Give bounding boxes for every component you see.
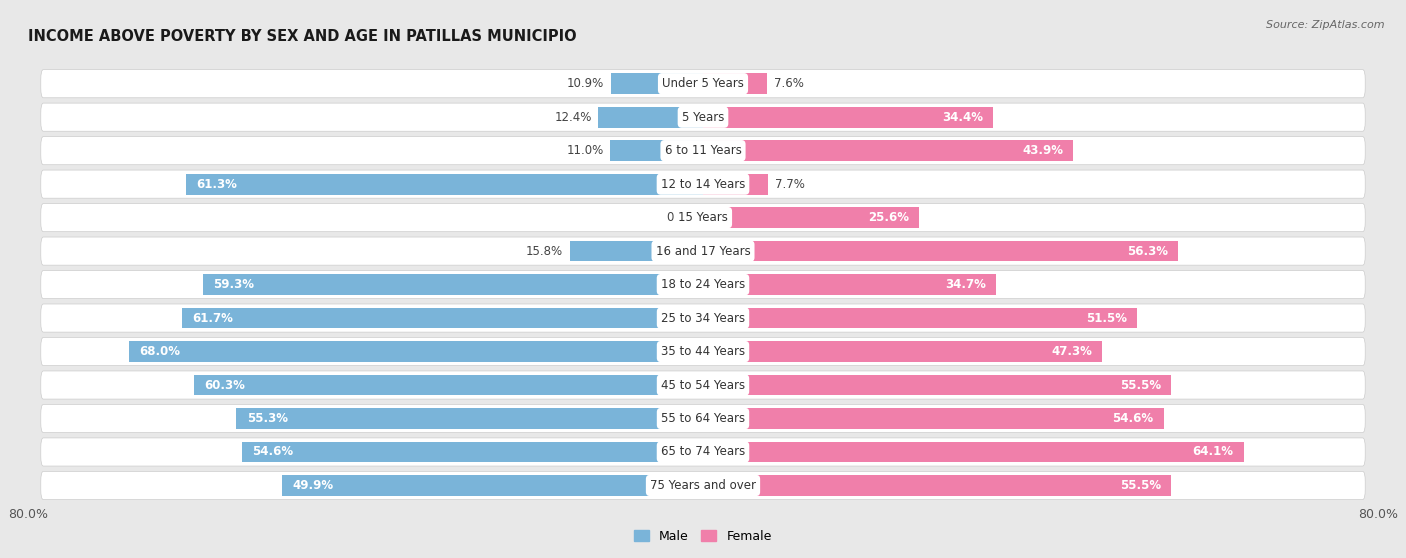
FancyBboxPatch shape <box>41 170 1365 198</box>
Bar <box>242 441 703 463</box>
Text: 11.0%: 11.0% <box>567 144 603 157</box>
Bar <box>703 73 768 94</box>
Text: 56.3%: 56.3% <box>1126 244 1168 258</box>
Text: 7.6%: 7.6% <box>773 77 804 90</box>
Text: 6 to 11 Years: 6 to 11 Years <box>665 144 741 157</box>
Bar <box>186 174 703 195</box>
Bar <box>703 174 768 195</box>
Bar <box>599 107 703 128</box>
Bar <box>703 341 1102 362</box>
Text: 43.9%: 43.9% <box>1022 144 1063 157</box>
Bar <box>569 240 703 262</box>
FancyBboxPatch shape <box>41 371 1365 399</box>
FancyBboxPatch shape <box>41 271 1365 299</box>
FancyBboxPatch shape <box>41 70 1365 98</box>
Text: 55.3%: 55.3% <box>246 412 288 425</box>
Bar <box>612 73 703 94</box>
FancyBboxPatch shape <box>41 204 1365 232</box>
Text: 7.7%: 7.7% <box>775 177 804 191</box>
FancyBboxPatch shape <box>41 137 1365 165</box>
FancyBboxPatch shape <box>41 405 1365 432</box>
Text: 75 Years and over: 75 Years and over <box>650 479 756 492</box>
Bar <box>703 441 1244 463</box>
Text: 35 to 44 Years: 35 to 44 Years <box>661 345 745 358</box>
Text: 5 Years: 5 Years <box>682 110 724 124</box>
Text: 47.3%: 47.3% <box>1052 345 1092 358</box>
Text: INCOME ABOVE POVERTY BY SEX AND AGE IN PATILLAS MUNICIPIO: INCOME ABOVE POVERTY BY SEX AND AGE IN P… <box>28 28 576 44</box>
Text: 65 to 74 Years: 65 to 74 Years <box>661 445 745 459</box>
Legend: Male, Female: Male, Female <box>630 525 776 548</box>
Text: 0.0%: 0.0% <box>666 211 696 224</box>
Bar <box>236 408 703 429</box>
Text: 34.4%: 34.4% <box>942 110 983 124</box>
Text: 16 and 17 Years: 16 and 17 Years <box>655 244 751 258</box>
Bar <box>129 341 703 362</box>
FancyBboxPatch shape <box>41 472 1365 499</box>
Bar <box>703 307 1137 329</box>
Bar <box>703 140 1073 161</box>
Text: 15 Years: 15 Years <box>678 211 728 224</box>
Text: Under 5 Years: Under 5 Years <box>662 77 744 90</box>
Text: 68.0%: 68.0% <box>139 345 180 358</box>
Bar <box>703 274 995 295</box>
Text: 25 to 34 Years: 25 to 34 Years <box>661 311 745 325</box>
Bar <box>703 475 1171 496</box>
Text: 49.9%: 49.9% <box>292 479 333 492</box>
Bar <box>703 374 1171 396</box>
Text: 54.6%: 54.6% <box>1112 412 1153 425</box>
Text: 12 to 14 Years: 12 to 14 Years <box>661 177 745 191</box>
Text: 55.5%: 55.5% <box>1121 378 1161 392</box>
FancyBboxPatch shape <box>41 438 1365 466</box>
Text: 59.3%: 59.3% <box>212 278 254 291</box>
Bar <box>703 408 1164 429</box>
Text: 55.5%: 55.5% <box>1121 479 1161 492</box>
Bar <box>703 240 1178 262</box>
Text: 64.1%: 64.1% <box>1192 445 1233 459</box>
Text: 15.8%: 15.8% <box>526 244 562 258</box>
Bar <box>183 307 703 329</box>
Bar <box>610 140 703 161</box>
Text: 45 to 54 Years: 45 to 54 Years <box>661 378 745 392</box>
FancyBboxPatch shape <box>41 304 1365 332</box>
Text: 51.5%: 51.5% <box>1087 311 1128 325</box>
Text: 34.7%: 34.7% <box>945 278 986 291</box>
Text: 25.6%: 25.6% <box>868 211 908 224</box>
FancyBboxPatch shape <box>41 103 1365 131</box>
Bar <box>194 374 703 396</box>
Bar <box>202 274 703 295</box>
Text: 54.6%: 54.6% <box>253 445 294 459</box>
FancyBboxPatch shape <box>41 338 1365 365</box>
Bar <box>283 475 703 496</box>
Text: 10.9%: 10.9% <box>567 77 605 90</box>
Text: 60.3%: 60.3% <box>204 378 245 392</box>
Text: 61.3%: 61.3% <box>195 177 236 191</box>
Text: Source: ZipAtlas.com: Source: ZipAtlas.com <box>1267 20 1385 30</box>
Bar <box>703 107 993 128</box>
Text: 12.4%: 12.4% <box>554 110 592 124</box>
Text: 18 to 24 Years: 18 to 24 Years <box>661 278 745 291</box>
FancyBboxPatch shape <box>41 237 1365 265</box>
Bar <box>703 207 920 228</box>
Text: 55 to 64 Years: 55 to 64 Years <box>661 412 745 425</box>
Text: 61.7%: 61.7% <box>193 311 233 325</box>
